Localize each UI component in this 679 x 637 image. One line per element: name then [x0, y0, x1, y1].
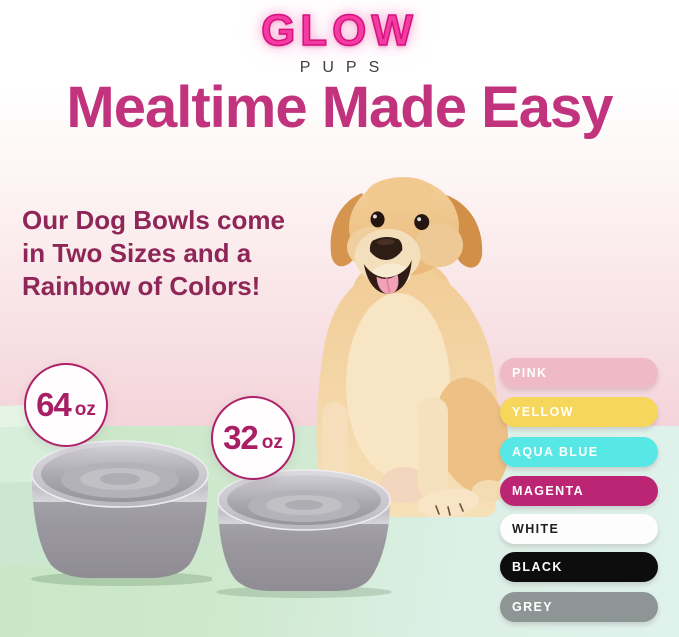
- brand-logo: GLOW PUPS: [0, 5, 679, 77]
- size-value: 32: [223, 419, 259, 456]
- swatch-label: AQUA BLUE: [512, 445, 599, 459]
- color-swatch-white: WHITE: [500, 514, 658, 544]
- dog-bowl-32oz: [216, 469, 392, 598]
- size-value: 64: [36, 386, 72, 423]
- brand-name: GLOW: [260, 5, 418, 56]
- swatch-label: PINK: [512, 366, 548, 380]
- swatch-label: GREY: [512, 600, 554, 614]
- puppy-photo: [316, 177, 508, 518]
- color-swatch-yellow: YELLOW: [500, 397, 658, 427]
- swatch-label: YELLOW: [512, 405, 574, 419]
- page-title: Mealtime Made Easy: [66, 75, 613, 140]
- color-swatch-magenta: MAGENTA: [500, 476, 658, 506]
- color-swatch-grey: GREY: [500, 592, 658, 622]
- intro-line: in Two Sizes and a: [22, 238, 252, 268]
- color-swatch-pink: PINK: [500, 358, 658, 388]
- size-unit: oz: [74, 398, 96, 420]
- intro-text: Our Dog Bowls come in Two Sizes and a Ra…: [22, 204, 285, 303]
- size-unit: oz: [261, 431, 283, 453]
- swatch-label: BLACK: [512, 560, 563, 574]
- color-swatch-black: BLACK: [500, 552, 658, 582]
- swatch-label: MAGENTA: [512, 484, 585, 498]
- swatch-label: WHITE: [512, 522, 560, 536]
- dog-bowl-64oz: [31, 440, 212, 586]
- size-badge-64oz: 64 oz: [24, 363, 108, 447]
- color-swatch-aqua-blue: AQUA BLUE: [500, 437, 658, 467]
- intro-line: Our Dog Bowls come: [22, 205, 285, 235]
- brand-subtitle: PUPS: [299, 59, 392, 76]
- intro-line: Rainbow of Colors!: [22, 271, 261, 301]
- size-badge-32oz: 32 oz: [211, 396, 295, 480]
